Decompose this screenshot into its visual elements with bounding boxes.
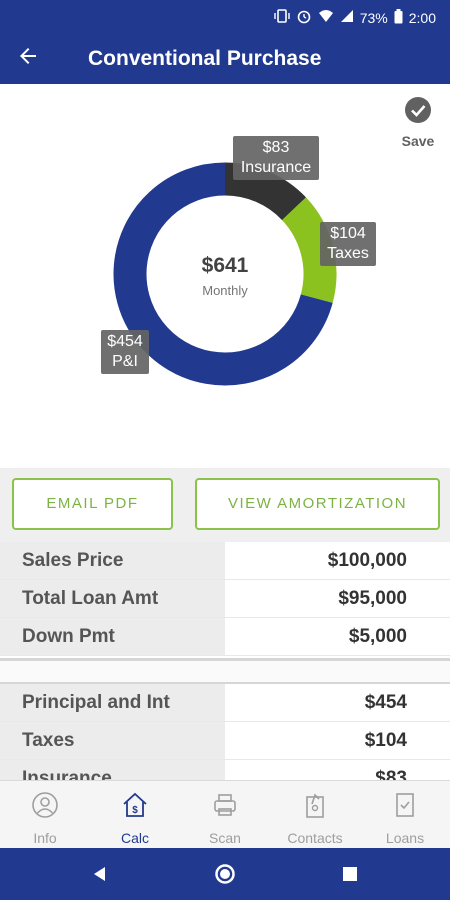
back-triangle-icon[interactable] [88, 862, 112, 886]
row-label: Taxes [0, 722, 225, 759]
monthly-label: Monthly [202, 283, 248, 298]
system-navigation-bar [0, 848, 450, 900]
nav-item-info[interactable]: Info [0, 781, 90, 848]
save-label: Save [401, 133, 435, 149]
section-divider [0, 658, 450, 684]
table-row: Sales Price $100,000 [0, 542, 450, 580]
email-pdf-button[interactable]: EMAIL PDF [12, 478, 173, 530]
row-value: $454 [225, 684, 450, 721]
insurance-tag-name: Insurance [240, 159, 312, 176]
row-label: Sales Price [0, 542, 225, 579]
table-row: Insurance $83 [0, 760, 450, 780]
action-button-row: EMAIL PDF VIEW AMORTIZATION [0, 468, 450, 542]
nav-item-loans[interactable]: Loans [360, 781, 450, 848]
insurance-segment [224, 162, 307, 221]
taxes-tag: $104 Taxes [320, 222, 376, 266]
svg-text:$: $ [132, 805, 138, 816]
pi-segment [113, 162, 333, 386]
app-bar: Conventional Purchase [0, 34, 450, 84]
row-label: Down Pmt [0, 618, 225, 655]
check-circle-icon [405, 97, 431, 123]
nav-label-info: Info [33, 830, 57, 846]
calc-house-icon: $ [123, 792, 147, 817]
row-value: $95,000 [225, 580, 450, 617]
table-row: Down Pmt $5,000 [0, 618, 450, 656]
chart-area: $641 Monthly $83 Insurance $104 Taxes $4… [0, 84, 450, 468]
row-label: Total Loan Amt [0, 580, 225, 617]
battery-icon [394, 8, 403, 27]
pi-tag-name: P&I [112, 353, 138, 370]
table-row: Total Loan Amt $95,000 [0, 580, 450, 618]
clock-time: 2:00 [408, 9, 436, 26]
payment-breakdown-table: Principal and Int $454 Taxes $104 Insura… [0, 684, 450, 780]
view-amortization-button[interactable]: VIEW AMORTIZATION [195, 478, 440, 530]
nav-label-calc: Calc [120, 830, 149, 846]
vibrate-icon [274, 9, 290, 26]
battery-percent: 73% [359, 9, 388, 26]
contacts-icon [306, 793, 324, 818]
table-row: Taxes $104 [0, 722, 450, 760]
pi-tag-amount: $454 [107, 333, 143, 350]
loans-icon [396, 793, 414, 817]
save-button[interactable]: Save [398, 96, 438, 149]
row-value: $100,000 [225, 542, 450, 579]
loan-summary-table: Sales Price $100,000 Total Loan Amt $95,… [0, 542, 450, 656]
taxes-tag-amount: $104 [330, 225, 366, 242]
back-button[interactable] [16, 44, 46, 74]
donut-chart [113, 162, 337, 386]
nav-label-contacts: Contacts [287, 830, 343, 846]
page-title: Conventional Purchase [88, 47, 322, 70]
arrow-left-icon [20, 48, 36, 64]
taxes-tag-name: Taxes [327, 245, 369, 262]
wifi-icon [318, 9, 334, 26]
recents-square-icon[interactable] [338, 862, 362, 886]
nav-item-contacts[interactable]: Contacts [270, 781, 360, 848]
monthly-total: $641 [201, 254, 249, 277]
status-icons: 73% 2:00 [274, 8, 436, 27]
scanner-icon [214, 794, 236, 816]
nav-label-loans: Loans [385, 830, 425, 846]
nav-item-calc[interactable]: $ Calc [90, 781, 180, 848]
row-label: Insurance [0, 760, 225, 780]
home-circle-icon[interactable] [213, 862, 237, 886]
bottom-navigation: Info $ Calc Scan Contacts Loans [0, 780, 450, 848]
signal-icon [340, 9, 354, 26]
table-row: Principal and Int $454 [0, 684, 450, 722]
user-info-icon [32, 792, 58, 818]
row-label: Principal and Int [0, 684, 225, 721]
pi-tag: $454 P&I [101, 330, 149, 374]
nav-label-scan: Scan [209, 830, 241, 846]
alarm-icon [296, 8, 312, 27]
row-value: $104 [225, 722, 450, 759]
status-bar: 73% 2:00 [0, 0, 450, 34]
insurance-tag: $83 Insurance [233, 136, 319, 180]
taxes-segment [281, 197, 337, 303]
insurance-tag-amount: $83 [262, 139, 290, 156]
row-value: $5,000 [225, 618, 450, 655]
row-value: $83 [225, 760, 450, 780]
nav-item-scan[interactable]: Scan [180, 781, 270, 848]
